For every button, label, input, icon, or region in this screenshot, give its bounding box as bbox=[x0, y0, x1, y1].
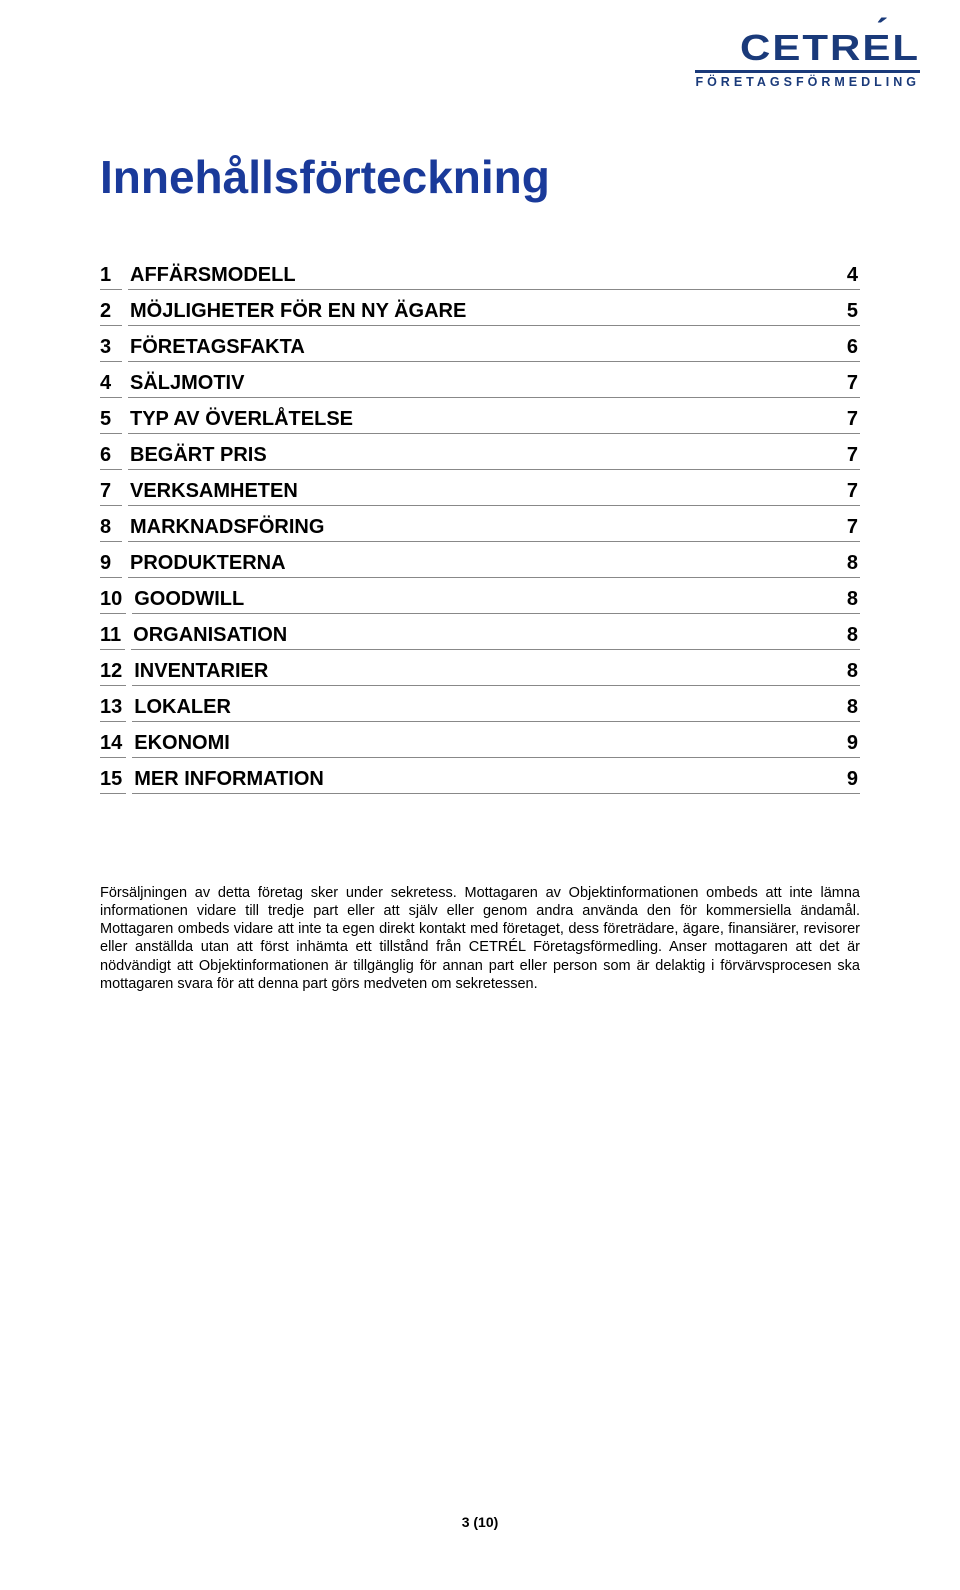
toc-row: 2MÖJLIGHETER FÖR EN NY ÄGARE5 bbox=[100, 300, 860, 326]
toc-row: 6BEGÄRT PRIS7 bbox=[100, 444, 860, 470]
toc-number: 13 bbox=[100, 696, 126, 722]
toc-number: 9 bbox=[100, 552, 122, 578]
toc-page-number: 7 bbox=[841, 372, 860, 398]
toc-label: VERKSAMHETEN bbox=[128, 480, 841, 506]
toc-label: TYP AV ÖVERLÅTELSE bbox=[128, 408, 841, 434]
toc-page-number: 8 bbox=[841, 552, 860, 578]
toc-number: 8 bbox=[100, 516, 122, 542]
toc-row: 1AFFÄRSMODELL4 bbox=[100, 264, 860, 290]
toc-number: 4 bbox=[100, 372, 122, 398]
toc-label: PRODUKTERNA bbox=[128, 552, 841, 578]
toc-row: 13LOKALER8 bbox=[100, 696, 860, 722]
toc-page-number: 9 bbox=[841, 768, 860, 794]
toc-number: 10 bbox=[100, 588, 126, 614]
toc-label: LOKALER bbox=[132, 696, 841, 722]
toc-page-number: 5 bbox=[841, 300, 860, 326]
toc-page-number: 8 bbox=[841, 624, 860, 650]
toc-page-number: 8 bbox=[841, 588, 860, 614]
toc-row: 3FÖRETAGSFAKTA6 bbox=[100, 336, 860, 362]
toc-number: 3 bbox=[100, 336, 122, 362]
toc-row: 15MER INFORMATION9 bbox=[100, 768, 860, 794]
toc-number: 11 bbox=[100, 624, 125, 650]
disclaimer-text: Försäljningen av detta företag sker unde… bbox=[100, 884, 860, 993]
page-footer: 3 (10) bbox=[0, 1514, 960, 1530]
toc-row: 5TYP AV ÖVERLÅTELSE7 bbox=[100, 408, 860, 434]
page-title: Innehållsförteckning bbox=[100, 150, 860, 204]
toc-number: 12 bbox=[100, 660, 126, 686]
toc-number: 5 bbox=[100, 408, 122, 434]
toc-page-number: 7 bbox=[841, 408, 860, 434]
toc-page-number: 7 bbox=[841, 444, 860, 470]
logo-prefix: CETR bbox=[740, 27, 862, 67]
toc-row: 12INVENTARIER8 bbox=[100, 660, 860, 686]
toc-label: EKONOMI bbox=[132, 732, 841, 758]
toc-label: MARKNADSFÖRING bbox=[128, 516, 841, 542]
toc-page-number: 6 bbox=[841, 336, 860, 362]
table-of-contents: 1AFFÄRSMODELL42MÖJLIGHETER FÖR EN NY ÄGA… bbox=[100, 264, 860, 794]
logo-accent-letter: E bbox=[862, 27, 892, 67]
logo-divider bbox=[695, 70, 920, 73]
logo-tagline: FÖRETAGSFÖRMEDLING bbox=[695, 75, 920, 89]
toc-row: 4SÄLJMOTIV7 bbox=[100, 372, 860, 398]
toc-number: 2 bbox=[100, 300, 122, 326]
toc-number: 7 bbox=[100, 480, 122, 506]
toc-label: MER INFORMATION bbox=[132, 768, 841, 794]
logo-suffix: L bbox=[892, 27, 920, 67]
toc-number: 14 bbox=[100, 732, 126, 758]
toc-page-number: 9 bbox=[841, 732, 860, 758]
toc-label: MÖJLIGHETER FÖR EN NY ÄGARE bbox=[128, 300, 841, 326]
toc-label: BEGÄRT PRIS bbox=[128, 444, 841, 470]
toc-row: 8MARKNADSFÖRING7 bbox=[100, 516, 860, 542]
toc-label: INVENTARIER bbox=[132, 660, 841, 686]
toc-label: SÄLJMOTIV bbox=[128, 372, 841, 398]
toc-number: 6 bbox=[100, 444, 122, 470]
toc-page-number: 8 bbox=[841, 660, 860, 686]
toc-label: FÖRETAGSFAKTA bbox=[128, 336, 841, 362]
toc-row: 14EKONOMI9 bbox=[100, 732, 860, 758]
toc-label: GOODWILL bbox=[132, 588, 841, 614]
logo-wordmark: CETREL bbox=[695, 30, 920, 66]
toc-row: 11ORGANISATION8 bbox=[100, 624, 860, 650]
document-page: CETREL FÖRETAGSFÖRMEDLING Innehållsförte… bbox=[0, 0, 960, 1590]
toc-page-number: 7 bbox=[841, 516, 860, 542]
toc-number: 15 bbox=[100, 768, 126, 794]
toc-page-number: 8 bbox=[841, 696, 860, 722]
toc-label: AFFÄRSMODELL bbox=[128, 264, 841, 290]
toc-row: 7VERKSAMHETEN7 bbox=[100, 480, 860, 506]
toc-label: ORGANISATION bbox=[131, 624, 841, 650]
toc-row: 9PRODUKTERNA8 bbox=[100, 552, 860, 578]
toc-number: 1 bbox=[100, 264, 122, 290]
toc-row: 10GOODWILL8 bbox=[100, 588, 860, 614]
toc-page-number: 7 bbox=[841, 480, 860, 506]
toc-page-number: 4 bbox=[841, 264, 860, 290]
company-logo: CETREL FÖRETAGSFÖRMEDLING bbox=[695, 30, 920, 89]
